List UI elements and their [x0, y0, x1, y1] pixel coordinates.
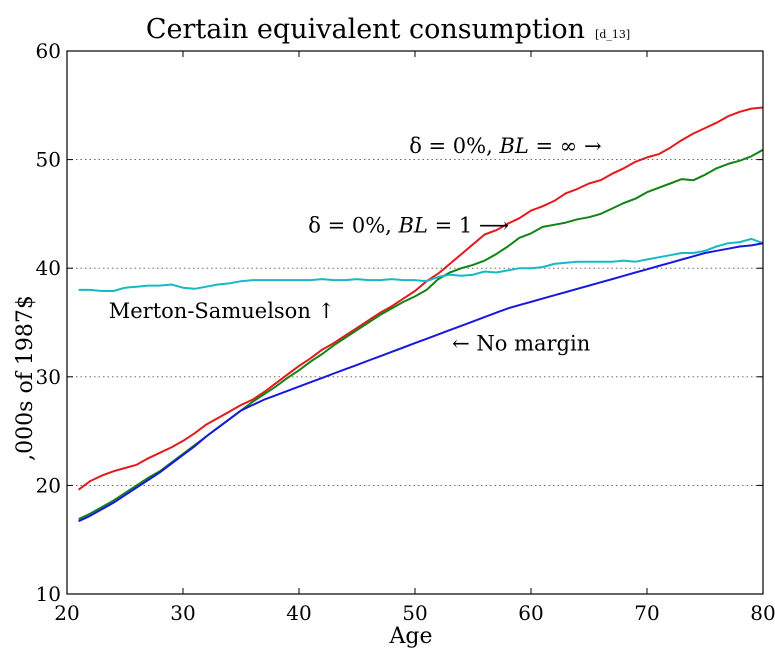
- y-tick-label-10: 10: [36, 582, 61, 606]
- x-tick-label-50: 50: [402, 601, 427, 625]
- x-tick-label-60: 60: [518, 601, 543, 625]
- x-tick-label-40: 40: [286, 601, 311, 625]
- series-group: [78, 106, 764, 523]
- series-line-bl1: [78, 148, 764, 521]
- series-line-inf: [78, 106, 764, 491]
- x-tick-label-70: 70: [634, 601, 659, 625]
- grid: [67, 159, 763, 486]
- y-tick-label-30: 30: [36, 365, 61, 389]
- annotation-inf: δ = 0%, BL = ∞ →: [409, 134, 601, 158]
- chart-title: Certain equivalent consumption [d_13]: [146, 14, 630, 45]
- chart-title-tag: [d_13]: [595, 28, 630, 41]
- annotation-bl1: δ = 0%, BL = 1 ⟶: [308, 213, 509, 237]
- annotation-nomargin: ← No margin: [452, 332, 590, 356]
- x-tick-label-20: 20: [54, 601, 79, 625]
- x-tick-label-30: 30: [170, 601, 195, 625]
- x-axis-label: Age: [389, 624, 433, 649]
- y-tick-label-40: 40: [36, 256, 61, 280]
- annotation-ms: Merton-Samuelson ↑: [109, 299, 335, 323]
- series-line-nomargin: [78, 242, 764, 523]
- chart-title-text: Certain equivalent consumption: [146, 14, 585, 45]
- series-line-ms: [78, 237, 764, 292]
- annotations: δ = 0%, BL = ∞ → δ = 0%, BL = 1 ⟶ Merton-S…: [109, 134, 602, 356]
- y-axis-label: ,000s of 1987$: [13, 295, 38, 461]
- x-tick-label-80: 80: [750, 601, 775, 625]
- y-tick-label-20: 20: [36, 473, 61, 497]
- y-tick-label-50: 50: [36, 148, 61, 172]
- y-tick-label-60: 60: [36, 39, 61, 63]
